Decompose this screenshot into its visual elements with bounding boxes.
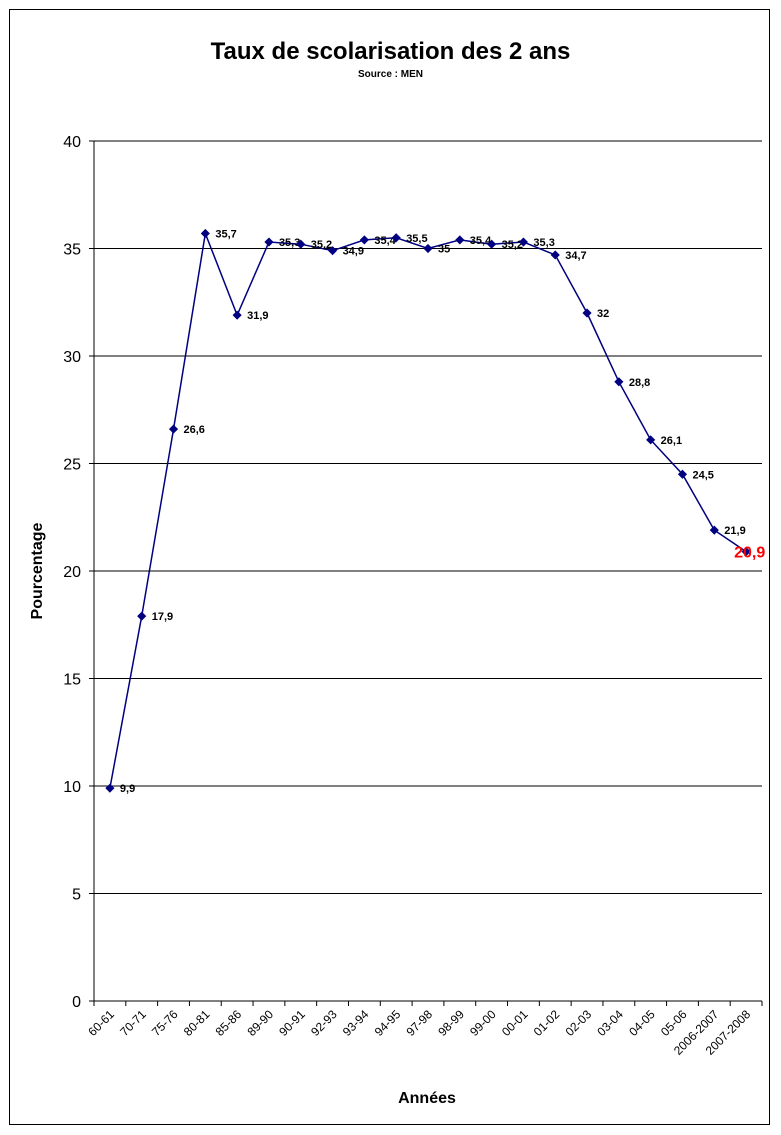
chart-title: Taux de scolarisation des 2 ans: [210, 38, 571, 65]
y-tick-label: 0: [72, 994, 81, 1011]
y-tick-label: 30: [63, 349, 81, 366]
x-tick-label: 97-98: [404, 1007, 436, 1039]
data-point: [677, 469, 688, 479]
data-point: [105, 783, 115, 793]
y-tick-label: 20: [63, 564, 81, 581]
chart-frame: [9, 9, 770, 1125]
x-tick-label: 93-94: [340, 1007, 372, 1039]
y-tick-label: 10: [63, 779, 81, 796]
data-label: 17,9: [152, 611, 173, 623]
x-tick-label: 75-76: [149, 1007, 181, 1039]
y-tick-label: 40: [63, 134, 81, 151]
data-point: [137, 611, 147, 621]
x-axis-label: Années: [398, 1090, 456, 1107]
series-line: [109, 230, 747, 789]
y-tick-label: 25: [63, 457, 81, 474]
data-point: [518, 237, 528, 247]
x-tick-label: 70-71: [117, 1007, 149, 1039]
data-point: [614, 377, 624, 387]
x-tick-label: 01-02: [531, 1007, 563, 1039]
data-point: [200, 228, 210, 239]
x-tick-label: 92-93: [308, 1007, 340, 1039]
data-point: [296, 239, 306, 249]
data-label: 20,9: [734, 545, 765, 562]
data-point: [423, 243, 433, 254]
x-tick-label: 00-01: [499, 1007, 531, 1039]
x-tick-label: 90-91: [276, 1007, 308, 1039]
x-tick-label: 03-04: [594, 1007, 626, 1039]
x-tick-label: 60-61: [85, 1007, 117, 1039]
data-label: 35,3: [533, 237, 554, 249]
data-point: [582, 308, 592, 318]
data-label: 35,7: [215, 228, 236, 240]
data-point: [359, 235, 369, 245]
data-point: [709, 525, 719, 535]
data-point: [741, 547, 751, 557]
x-tick-label: 94-95: [372, 1007, 404, 1039]
data-label: 35,5: [406, 233, 427, 245]
data-point: [391, 233, 401, 243]
data-label: 26,1: [661, 435, 682, 447]
data-label: 21,9: [724, 525, 745, 537]
x-tick-label: 02-03: [563, 1007, 595, 1039]
x-tick-label: 99-00: [467, 1007, 499, 1039]
data-label: 35,2: [502, 239, 523, 251]
data-point: [487, 239, 497, 249]
x-tick-label: 80-81: [181, 1007, 213, 1039]
x-tick-label: 89-90: [244, 1007, 276, 1039]
data-label: 34,9: [343, 246, 364, 258]
data-point: [264, 237, 274, 247]
y-tick-label: 35: [63, 242, 81, 259]
data-label: 9,9: [120, 783, 135, 795]
data-label: 31,9: [247, 310, 268, 322]
data-point: [232, 310, 242, 320]
y-tick-label: 5: [72, 887, 81, 904]
data-point: [550, 250, 560, 260]
x-tick-label: 04-05: [626, 1007, 658, 1039]
data-label: 24,5: [692, 469, 713, 481]
data-label: 35,4: [470, 235, 492, 247]
chart-subtitle: Source : MEN: [357, 69, 423, 80]
data-label: 34,7: [565, 250, 586, 262]
data-label: 32: [597, 308, 609, 320]
data-label: 35,3: [279, 237, 300, 249]
data-point: [455, 235, 465, 245]
data-label: 28,8: [629, 377, 650, 389]
data-point: [168, 424, 179, 434]
data-point: [328, 246, 338, 256]
y-tick-label: 15: [63, 672, 81, 689]
x-tick-label: 85-86: [213, 1007, 245, 1039]
data-label: 35,2: [311, 239, 332, 251]
data-label: 26,6: [184, 424, 205, 436]
data-label: 35,4: [374, 235, 396, 247]
x-tick-label: 98-99: [435, 1007, 467, 1039]
data-point: [646, 435, 656, 445]
data-label: 35: [438, 244, 450, 256]
